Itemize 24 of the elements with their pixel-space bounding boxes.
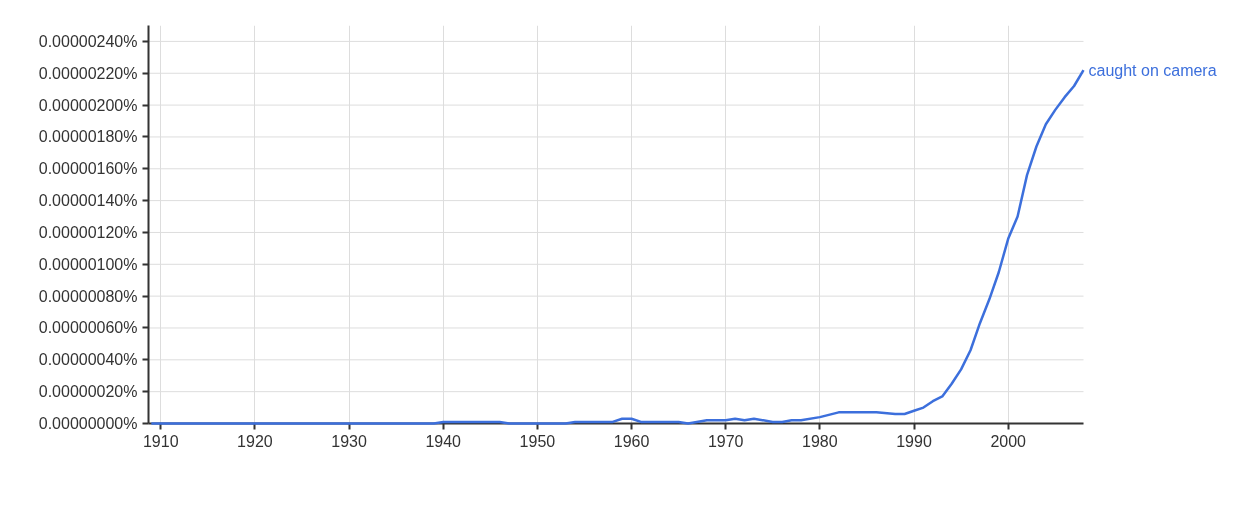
y-tick-label: 0.00000120%	[38, 223, 138, 241]
series-label: caught on camera	[1088, 61, 1217, 79]
y-tick-label: 0.00000180%	[38, 128, 138, 146]
x-tick-label: 1930	[331, 432, 367, 450]
y-tick-label: 0.00000160%	[38, 160, 138, 178]
y-tick-label: 0.00000140%	[38, 192, 138, 210]
y-tick-label: 0.00000020%	[38, 383, 138, 401]
x-tick-label: 1940	[425, 432, 462, 450]
y-tick-label: 0.00000000%	[38, 415, 138, 432]
y-tick-label: 0.00000100%	[38, 255, 138, 273]
y-tick-label: 0.00000040%	[38, 351, 138, 369]
y-tick-label: 0.00000240%	[38, 32, 138, 50]
y-tick-label: 0.00000200%	[38, 96, 138, 114]
x-tick-label: 2000	[990, 432, 1027, 450]
x-tick-label: 1970	[707, 432, 744, 450]
y-tick-label: 0.00000080%	[38, 287, 138, 305]
x-tick-label: 1950	[519, 432, 556, 450]
x-tick-label: 1990	[896, 432, 932, 450]
x-tick-label: 1960	[613, 432, 650, 450]
x-tick-label: 1920	[237, 432, 273, 450]
y-tick-label: 0.00000060%	[38, 319, 138, 337]
x-tick-label: 1910	[142, 432, 179, 450]
x-tick-label: 1980	[802, 432, 838, 450]
y-tick-label: 0.00000220%	[38, 64, 138, 82]
